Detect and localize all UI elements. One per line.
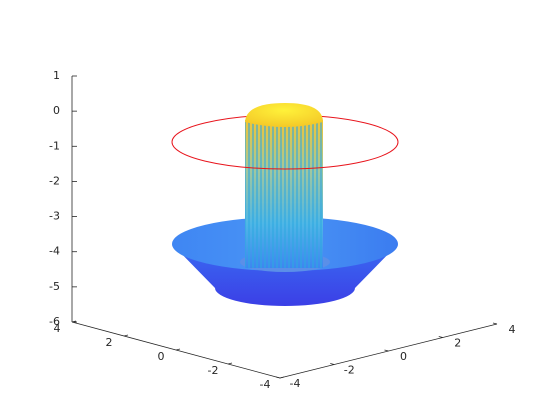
x-tick-label: -2 <box>344 364 355 377</box>
y-tick-label: 2 <box>106 336 113 349</box>
x-tick <box>275 376 281 379</box>
y-tick-label: -4 <box>260 378 271 391</box>
x-tick-label: 4 <box>509 323 516 336</box>
dome <box>245 103 323 127</box>
x-tick <box>438 336 443 338</box>
z-tick-label: -1 <box>49 139 60 152</box>
z-tick-label: -3 <box>49 210 60 223</box>
z-tick-label: -2 <box>49 174 60 187</box>
y-tick-label: 4 <box>54 322 61 335</box>
ring-front <box>171 141 399 170</box>
z-tick-label: 1 <box>53 69 60 82</box>
x-tick-label: 2 <box>454 337 461 350</box>
z-tick-label: 0 <box>53 104 60 117</box>
y-tick <box>279 376 285 379</box>
z-tick-label: -4 <box>49 245 60 258</box>
z-tick-label: -6 <box>49 315 60 328</box>
y-tick <box>227 362 233 365</box>
x-tick <box>330 363 335 365</box>
y-tick-label: -2 <box>208 364 219 377</box>
y-tick-label: 0 <box>158 350 165 363</box>
x-tick <box>384 349 389 352</box>
z-tick-label: -5 <box>49 280 60 293</box>
cylinder-mesh <box>245 120 323 268</box>
x-tick-label: 0 <box>400 350 407 363</box>
x-tick-label: -4 <box>290 377 301 390</box>
x-tick <box>492 322 498 325</box>
cylinder <box>245 103 323 268</box>
y-tick <box>175 348 181 351</box>
y-tick <box>123 334 129 337</box>
